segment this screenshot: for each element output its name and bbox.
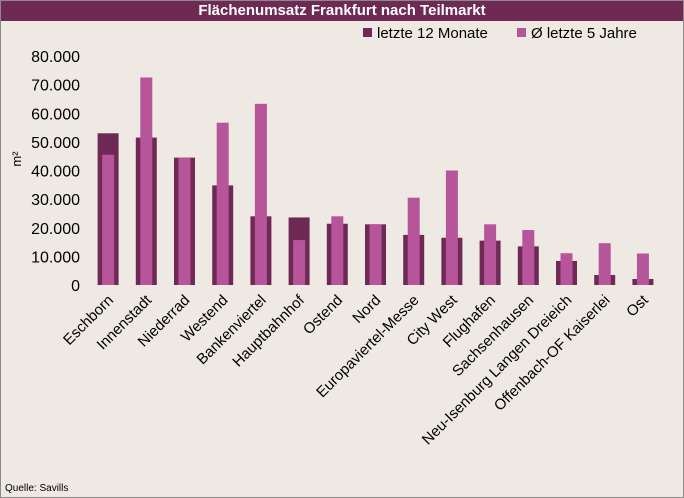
y-tick-label: 20.000 — [31, 221, 80, 238]
bar-durchschnitt-5-jahre — [560, 253, 573, 285]
bar-durchschnitt-5-jahre — [445, 170, 458, 285]
x-tick-label: Nord — [349, 292, 384, 327]
bar-durchschnitt-5-jahre — [102, 154, 115, 285]
bar-durchschnitt-5-jahre — [636, 253, 649, 285]
y-axis-label: m² — [9, 151, 24, 167]
y-tick-label: 80.000 — [31, 49, 80, 66]
y-tick-label: 10.000 — [31, 249, 80, 266]
bar-durchschnitt-5-jahre — [598, 243, 611, 285]
bar-durchschnitt-5-jahre — [407, 197, 420, 285]
legend-label: letzte 12 Monate — [377, 25, 488, 42]
x-tick-label: Ostend — [300, 292, 346, 338]
bar-durchschnitt-5-jahre — [140, 77, 153, 285]
y-tick-label: 40.000 — [31, 164, 80, 181]
chart-title: Flächenumsatz Frankfurt nach Teilmarkt — [1, 1, 683, 21]
legend-swatch — [363, 28, 372, 37]
legend-swatch — [517, 28, 526, 37]
x-tick-label: Ost — [623, 291, 652, 320]
bar-durchschnitt-5-jahre — [484, 224, 497, 285]
source-note: Quelle: Savills — [5, 483, 69, 494]
bar-durchschnitt-5-jahre — [331, 216, 344, 285]
bar-durchschnitt-5-jahre — [369, 224, 382, 285]
y-tick-label: 30.000 — [31, 192, 80, 209]
bar-durchschnitt-5-jahre — [522, 230, 535, 285]
y-tick-label: 0 — [71, 278, 80, 295]
legend-label: Ø letzte 5 Jahre — [531, 25, 637, 42]
bar-durchschnitt-5-jahre — [216, 122, 229, 285]
y-tick-label: 50.000 — [31, 135, 80, 152]
bar-durchschnitt-5-jahre — [293, 240, 306, 285]
bar-durchschnitt-5-jahre — [254, 103, 267, 286]
bar-durchschnitt-5-jahre — [178, 157, 191, 285]
y-tick-label: 70.000 — [31, 78, 80, 95]
y-tick-label: 60.000 — [31, 106, 80, 123]
